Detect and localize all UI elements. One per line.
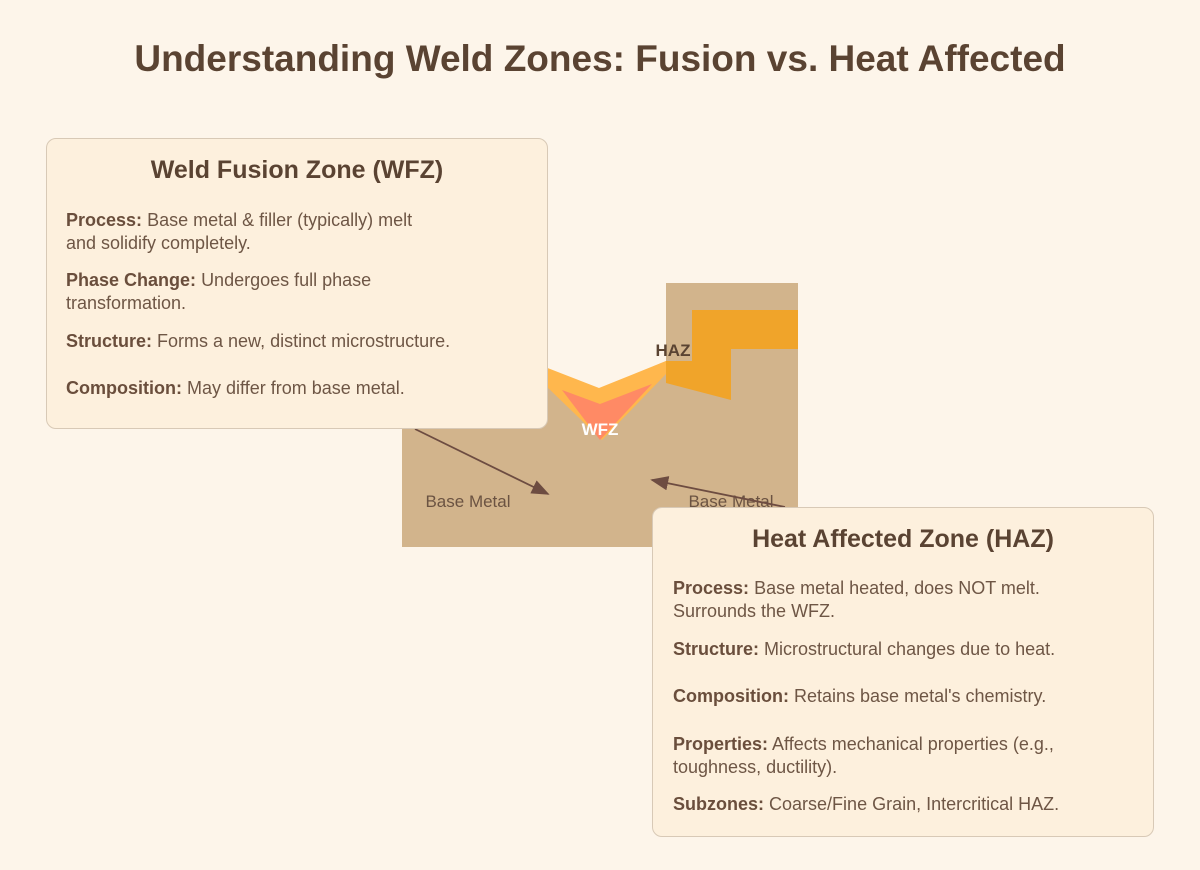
wfz-item-text: Forms a new, distinct microstructure. bbox=[157, 331, 451, 351]
wfz-item-text: Undergoes full phase bbox=[201, 270, 372, 290]
haz-item-properties: Properties: Affects mechanical propertie… bbox=[673, 733, 1143, 779]
haz-item-composition: Composition: Retains base metal's chemis… bbox=[673, 685, 1143, 708]
wfz-outer-shape bbox=[545, 361, 666, 440]
page-title: Understanding Weld Zones: Fusion vs. Hea… bbox=[134, 38, 1066, 79]
haz-pointer-arrow bbox=[650, 476, 786, 508]
wfz-item-phase-change: Phase Change: Undergoes full phase trans… bbox=[66, 269, 536, 315]
haz-label: HAZ bbox=[656, 341, 691, 360]
wfz-item-label: Composition: bbox=[66, 378, 182, 398]
wfz-item-text: Base metal & filler (typically) melt bbox=[147, 210, 413, 230]
wfz-item-structure: Structure: Forms a new, distinct microst… bbox=[66, 330, 536, 353]
wfz-item-process: Process: Base metal & filler (typically)… bbox=[66, 209, 536, 255]
haz-shape bbox=[666, 310, 798, 400]
haz-item-label: Process: bbox=[673, 578, 750, 598]
wfz-item-label: Process: bbox=[66, 210, 143, 230]
haz-item-text: Microstructural changes due to heat. bbox=[764, 639, 1056, 659]
wfz-item-text: May differ from base metal. bbox=[187, 378, 405, 398]
base-metal-left-label: Base Metal bbox=[425, 492, 510, 511]
haz-item-structure: Structure: Microstructural changes due t… bbox=[673, 638, 1143, 661]
wfz-card-heading: Weld Fusion Zone (WFZ) bbox=[150, 156, 444, 184]
wfz-label: WFZ bbox=[582, 420, 619, 439]
wfz-pointer-arrow bbox=[414, 428, 550, 495]
haz-item-label: Subzones: bbox=[673, 794, 765, 814]
wfz-item-text-cont: transformation. bbox=[66, 293, 187, 313]
haz-item-text-cont: toughness, ductility). bbox=[673, 757, 838, 777]
wfz-item-label: Phase Change: bbox=[66, 270, 197, 290]
wfz-item-text-cont: and solidify completely. bbox=[66, 233, 251, 253]
haz-item-text-cont: Surrounds the WFZ. bbox=[673, 601, 836, 621]
haz-item-text: Retains base metal's chemistry. bbox=[794, 686, 1047, 706]
haz-item-label: Properties: bbox=[673, 734, 769, 754]
base-metal-right-label: Base Metal bbox=[688, 492, 773, 511]
haz-item-subzones: Subzones: Coarse/Fine Grain, Intercritic… bbox=[673, 793, 1143, 816]
wfz-item-label: Structure: bbox=[66, 331, 153, 351]
haz-card-heading: Heat Affected Zone (HAZ) bbox=[752, 525, 1054, 553]
haz-item-text: Affects mechanical properties (e.g., bbox=[772, 734, 1054, 754]
wfz-inner-shape bbox=[562, 384, 652, 440]
haz-item-text: Coarse/Fine Grain, Intercritical HAZ. bbox=[769, 794, 1060, 814]
haz-info-card: Heat Affected Zone (HAZ) Process: Base m… bbox=[652, 507, 1154, 837]
haz-item-label: Structure: bbox=[673, 639, 760, 659]
wfz-info-card: Weld Fusion Zone (WFZ) Process: Base met… bbox=[46, 138, 548, 429]
wfz-item-composition: Composition: May differ from base metal. bbox=[66, 377, 536, 400]
haz-item-label: Composition: bbox=[673, 686, 789, 706]
haz-item-process: Process: Base metal heated, does NOT mel… bbox=[673, 577, 1143, 623]
haz-item-text: Base metal heated, does NOT melt. bbox=[754, 578, 1040, 598]
